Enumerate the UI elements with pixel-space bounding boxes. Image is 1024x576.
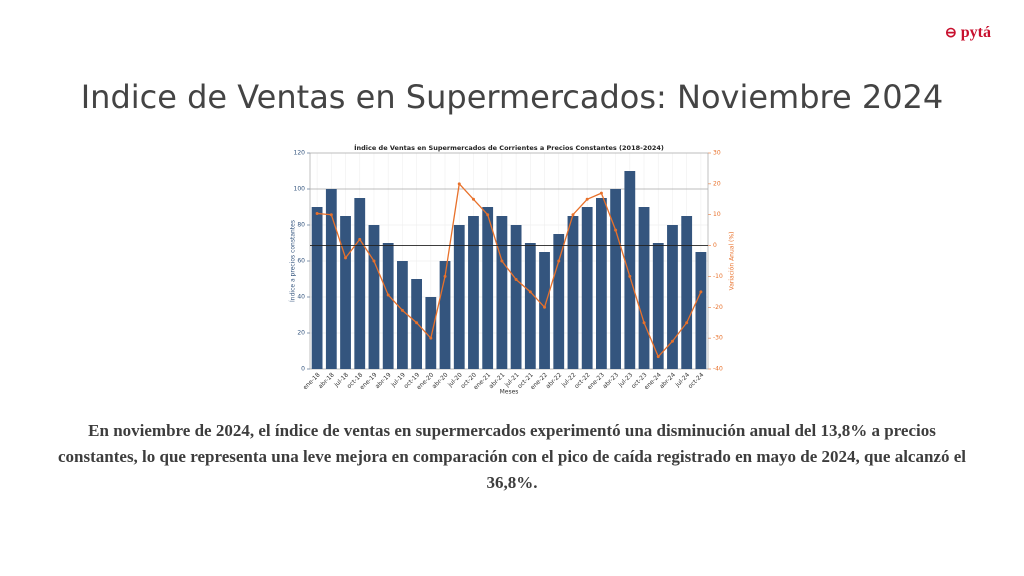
- bar: [325, 189, 337, 369]
- slide-title: Indice de Ventas en Supermercados: Novie…: [80, 78, 944, 116]
- x-tick-label: abr-19: [374, 371, 393, 390]
- line-point: [400, 308, 404, 312]
- logo-text: pytá: [960, 24, 991, 41]
- bar: [667, 225, 678, 369]
- chart-title: Índice de Ventas en Supermercados de Cor…: [354, 143, 664, 152]
- y2-tick-label: -40: [713, 366, 723, 373]
- line-point: [429, 336, 433, 340]
- line-point: [372, 259, 376, 263]
- bar: [468, 216, 479, 369]
- bar: [311, 207, 323, 369]
- bar: [695, 252, 707, 369]
- bar: [553, 234, 565, 369]
- y-tick-label: 80: [297, 222, 305, 229]
- line-point: [443, 274, 447, 278]
- bar: [482, 207, 494, 369]
- paragraph: En noviembre de 2024, el índice de venta…: [58, 421, 966, 492]
- line-point: [386, 293, 390, 297]
- x-tick-label: abr-21: [488, 371, 507, 390]
- bar: [425, 297, 437, 369]
- x-tick-label: oct-24: [687, 371, 706, 390]
- line-point: [344, 256, 348, 260]
- y-tick-label: 100: [294, 186, 306, 193]
- line-point: [685, 321, 689, 325]
- plot-frame: [309, 152, 709, 370]
- line-point: [315, 211, 319, 215]
- bar: [340, 216, 351, 369]
- line-point: [514, 278, 518, 282]
- y-axis-label: Índice a precios constantes: [290, 220, 297, 302]
- line-point: [699, 290, 703, 294]
- line-point: [471, 197, 475, 201]
- line-point: [358, 237, 362, 241]
- line-point: [628, 274, 632, 278]
- logo: ⊖ pytá: [945, 24, 991, 42]
- line-point: [670, 339, 674, 343]
- bar: [382, 243, 394, 369]
- x-tick-label: abr-18: [317, 371, 336, 390]
- bar: [652, 243, 664, 369]
- line-point: [656, 355, 660, 359]
- x-axis-label: Meses: [500, 389, 519, 396]
- y2-tick-label: 20: [713, 180, 721, 187]
- y2-tick-label: -20: [713, 304, 723, 311]
- bar: [595, 198, 607, 369]
- bar: [567, 216, 579, 369]
- line-point: [329, 213, 333, 217]
- bar: [638, 207, 650, 369]
- line-point: [500, 259, 504, 263]
- y-tick-label: 20: [297, 330, 305, 337]
- y-tick-label: 0: [301, 366, 305, 373]
- line-point: [543, 305, 547, 309]
- bar: [624, 171, 636, 369]
- bar: [396, 261, 408, 369]
- bar: [368, 225, 380, 369]
- logo-icon: ⊖: [945, 26, 957, 41]
- y-tick-label: 120: [294, 150, 306, 157]
- bar: [539, 252, 550, 369]
- bar: [681, 216, 693, 369]
- bar: [510, 225, 522, 369]
- y-tick-label: 60: [297, 258, 305, 265]
- y2-tick-label: 30: [713, 150, 721, 157]
- x-tick-label: abr-23: [601, 371, 620, 390]
- line-point: [614, 228, 618, 232]
- x-tick-label: abr-22: [545, 371, 564, 390]
- y2-tick-label: 0: [713, 242, 717, 249]
- line-point: [486, 213, 490, 217]
- line-point: [585, 197, 589, 201]
- bar: [610, 189, 622, 369]
- line-point: [599, 191, 603, 195]
- y-tick-label: 40: [297, 294, 305, 301]
- y2-tick-label: 10: [713, 211, 721, 218]
- x-tick-label: abr-24: [658, 371, 677, 390]
- line: [317, 182, 702, 358]
- line-point: [557, 259, 561, 263]
- x-tick-label: ene-18: [302, 371, 322, 391]
- y2-tick-label: -10: [713, 273, 723, 280]
- line-point: [528, 290, 532, 294]
- y2-axis-label: Variación Anual (%): [729, 232, 736, 291]
- bar: [581, 207, 593, 369]
- bar: [354, 198, 366, 369]
- bar: [453, 225, 465, 369]
- bar: [524, 243, 536, 369]
- line-point: [457, 182, 461, 186]
- y2-tick-label: -30: [713, 335, 723, 342]
- line-point: [571, 213, 575, 217]
- bar: [439, 261, 451, 369]
- line-point: [642, 321, 646, 325]
- bar: [496, 216, 508, 369]
- line-point: [415, 321, 419, 325]
- x-tick-label: abr-20: [431, 371, 450, 390]
